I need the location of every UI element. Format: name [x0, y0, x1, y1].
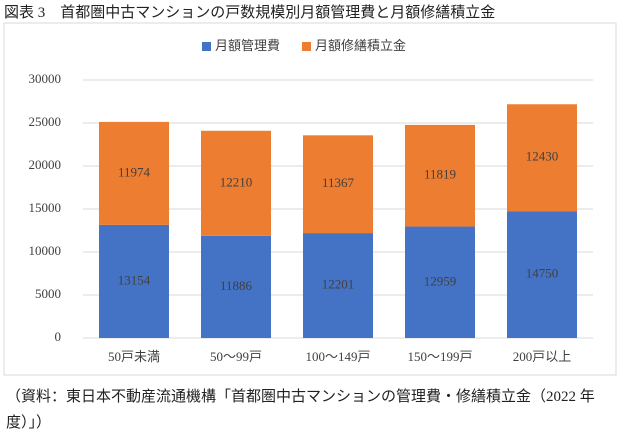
bar-segment: [303, 135, 373, 234]
chart-title: 図表 3 首都圏中古マンションの戸数規模別月額管理費と月額修繕積立金: [4, 5, 496, 21]
y-tick-label: 5000: [35, 286, 61, 301]
source-note: （資料：東日本不動産流通機構「首都圏中古マンションの管理費・修繕積立金（2022…: [6, 389, 595, 431]
y-tick-label: 0: [55, 329, 62, 344]
bar-segment: [303, 233, 373, 338]
data-label: 13154: [118, 272, 151, 287]
bar-segment: [507, 211, 577, 338]
x-tick-label: 100～149戸: [305, 349, 370, 364]
data-label: 12210: [220, 174, 253, 189]
y-tick-label: 15000: [29, 200, 62, 215]
x-tick-label: 50～99戸: [210, 349, 262, 364]
chart: 0 5000 10000 15000 20000 25000 30000 月額管理費 月額修繕積…: [3, 22, 617, 376]
legend-label: 月額管理費: [215, 38, 280, 53]
data-label: 11819: [424, 167, 456, 182]
legend-swatch: [302, 42, 312, 51]
data-label: 11886: [220, 278, 253, 293]
y-tick-label: 30000: [29, 71, 62, 86]
data-label: 11974: [118, 164, 151, 179]
bar-segment: [201, 130, 271, 236]
y-tick-label: 25000: [29, 114, 62, 129]
bar-segment: [201, 235, 271, 338]
y-tick-label: 20000: [29, 157, 62, 172]
bar-segment: [405, 226, 475, 338]
legend-swatch: [202, 42, 211, 51]
bar-segment: [405, 124, 475, 227]
legend-label: 月額修繕積立金: [315, 38, 406, 53]
data-label: 12959: [424, 273, 457, 288]
x-tick-label: 200戸以上: [513, 349, 572, 364]
data-label: 14750: [526, 266, 559, 281]
data-label: 12430: [526, 149, 559, 164]
y-tick-label: 10000: [29, 243, 62, 258]
data-label: 11367: [322, 175, 355, 190]
data-label: 12201: [322, 277, 355, 292]
x-tick-label: 150～199戸: [407, 349, 472, 364]
bar-segment: [99, 224, 169, 338]
bar-segment: [507, 104, 577, 212]
x-tick-label: 50戸未満: [108, 349, 160, 364]
bar-segment: [99, 121, 169, 225]
